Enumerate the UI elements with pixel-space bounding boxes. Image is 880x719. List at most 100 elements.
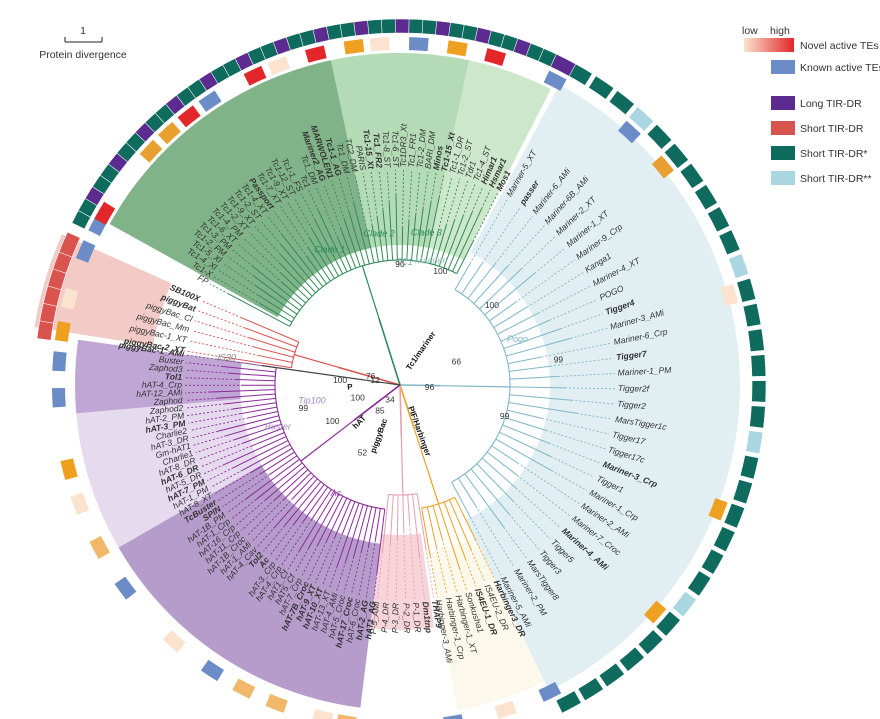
branch-tip — [242, 444, 291, 471]
branch-tip — [281, 234, 324, 287]
branch-tip-dashed — [209, 283, 229, 295]
branch-tip — [274, 469, 309, 501]
tip-label: hAT-12_AMi — [136, 387, 183, 399]
sector-hat-buster — [76, 398, 262, 548]
branch-tip — [269, 455, 298, 475]
ring-activity-marker — [157, 121, 181, 145]
branch-tip — [251, 447, 293, 473]
branch-tip-dashed — [564, 387, 615, 390]
branch-tip-dashed — [557, 373, 615, 377]
branch-tip-dashed — [338, 178, 350, 212]
ring-activity-marker — [200, 659, 225, 682]
branch-tip — [306, 256, 328, 285]
tip-label: Minos — [431, 145, 445, 171]
branch-tip-dashed — [378, 170, 384, 210]
bootstrap-value: 100 — [433, 266, 447, 276]
branch-tip — [454, 263, 471, 290]
ring-tir-type — [588, 75, 615, 100]
tip-label: P-2_DR — [401, 603, 412, 633]
tip-label: Tc1-6_ST — [390, 130, 401, 168]
tip-label: Tc1-8_ST — [381, 131, 393, 169]
ring-activity-marker — [60, 458, 78, 481]
tip-label: P-4_DR — [379, 602, 391, 633]
branch-tip — [210, 389, 276, 393]
branch-tip-dashed — [538, 285, 591, 314]
branch-tip — [461, 262, 483, 295]
branch-tip-dashed — [358, 545, 370, 597]
legend-long-tir-swatch — [771, 96, 795, 110]
branch-tip-dashed — [515, 487, 561, 529]
branch-tip — [249, 337, 296, 353]
tree-branches — [184, 170, 615, 600]
ring-tir-type — [718, 229, 741, 256]
legend-high-label: high — [770, 25, 790, 37]
ring-activity-marker — [267, 56, 291, 76]
tip-label: THAP9 — [430, 599, 444, 628]
branch-tip — [426, 506, 438, 549]
branch-tip — [257, 294, 295, 319]
branch-tip-dashed — [542, 417, 610, 435]
branch-tip — [505, 337, 571, 357]
branch-tip-dashed — [231, 499, 257, 520]
branch-tip-dashed — [213, 276, 262, 305]
branch-tip-dashed — [186, 403, 226, 409]
branch-tip — [443, 501, 467, 560]
legend-gradient-swatch — [744, 38, 794, 52]
branch-tip — [217, 393, 276, 399]
ring-tir-type — [747, 328, 765, 352]
tip-label: Buster — [158, 354, 185, 367]
ring-activity-marker — [494, 700, 517, 719]
ring-activity-marker — [60, 287, 79, 310]
tip-label: Zaphod3 — [148, 362, 183, 374]
branch-arc-hat — [274, 367, 385, 510]
clade-label: Pogo — [507, 334, 528, 344]
branch-tip-dashed — [194, 320, 250, 339]
clade-label: Ac — [330, 488, 342, 498]
tip-label: Zaphod — [152, 395, 183, 407]
tip-label: Mariner-1_PM — [617, 365, 672, 378]
branch-tip-dashed — [571, 399, 615, 405]
branch-tip-dashed — [198, 310, 246, 329]
branch-tip-dashed — [321, 533, 344, 586]
ring-activity-marker — [198, 90, 222, 112]
ring-tir-type — [628, 106, 655, 132]
ring-activity-marker — [312, 709, 334, 719]
branch-tip-dashed — [481, 189, 491, 210]
branch-tip — [407, 494, 411, 525]
ring-activity-marker — [243, 65, 267, 86]
superfamily-label: hAT — [351, 414, 368, 431]
ring-tir-type — [679, 162, 705, 190]
branch-tip — [298, 491, 336, 552]
branch-tip-dashed — [260, 220, 282, 245]
tip-label: Tigger2 — [617, 399, 647, 412]
branch-tip — [244, 327, 297, 348]
branch-root-P — [399, 384, 403, 438]
branch-root-pogo — [399, 384, 441, 387]
branch-stem-harb — [413, 428, 440, 505]
branch-tip — [411, 214, 417, 261]
branch-tip — [228, 293, 290, 327]
tip-label: Tc1-2_DM — [414, 128, 428, 169]
ring-tir-type — [732, 479, 753, 505]
branch-tip — [438, 220, 455, 267]
branch-tip-dashed — [430, 172, 437, 203]
branch-tip — [376, 217, 384, 262]
branch-tip — [255, 462, 303, 500]
tip-label: hAT-4_Crp — [142, 380, 182, 390]
branch-tip — [280, 254, 316, 294]
branch-tip-dashed — [273, 210, 308, 258]
branch-tip — [376, 509, 386, 574]
branch-tip — [317, 495, 344, 546]
legend-short-tir-2star-swatch — [771, 171, 795, 185]
branch-tip — [421, 508, 431, 557]
ring-activity-marker — [643, 600, 667, 624]
branch-tip — [222, 365, 276, 373]
branch-tip — [388, 202, 394, 261]
branch-tip — [389, 494, 394, 546]
ring-tir-type — [655, 610, 681, 637]
scale-bar: 1 Protein divergence — [39, 25, 127, 61]
ring-tir-type — [751, 380, 767, 403]
branch-tip-dashed — [437, 176, 453, 231]
branch-tip — [344, 219, 361, 267]
branch-tip — [248, 410, 278, 419]
